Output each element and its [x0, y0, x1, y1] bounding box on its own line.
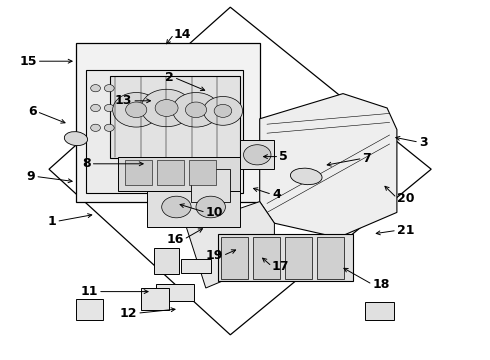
Circle shape [104, 124, 114, 131]
Text: 2: 2 [165, 71, 174, 84]
Polygon shape [156, 284, 194, 301]
Text: 13: 13 [115, 94, 132, 107]
Circle shape [113, 93, 160, 127]
Circle shape [185, 102, 207, 118]
Text: 11: 11 [80, 285, 98, 298]
Polygon shape [240, 140, 274, 169]
Polygon shape [86, 70, 243, 193]
Text: 6: 6 [28, 105, 37, 118]
Polygon shape [218, 234, 353, 281]
Text: 18: 18 [372, 278, 390, 291]
Text: 14: 14 [174, 28, 192, 41]
Circle shape [125, 102, 147, 118]
Text: 5: 5 [279, 150, 288, 163]
Polygon shape [317, 237, 344, 279]
Text: 9: 9 [26, 170, 35, 183]
Circle shape [155, 100, 178, 116]
Circle shape [104, 104, 114, 112]
Text: 19: 19 [206, 249, 223, 262]
Circle shape [244, 145, 271, 165]
Text: 17: 17 [272, 260, 290, 273]
Polygon shape [189, 160, 216, 185]
Circle shape [141, 89, 192, 127]
Circle shape [162, 196, 191, 218]
Text: 3: 3 [419, 136, 428, 149]
Polygon shape [118, 157, 240, 191]
Text: 15: 15 [19, 55, 37, 68]
Ellipse shape [64, 132, 88, 145]
Polygon shape [76, 299, 103, 320]
Circle shape [91, 85, 100, 92]
Polygon shape [260, 94, 397, 238]
Text: 12: 12 [120, 307, 137, 320]
Polygon shape [157, 160, 184, 185]
Polygon shape [141, 288, 169, 310]
Polygon shape [154, 248, 179, 274]
Polygon shape [147, 191, 240, 227]
Circle shape [214, 104, 232, 117]
Text: 1: 1 [48, 215, 56, 228]
Text: 8: 8 [82, 157, 91, 170]
Text: 10: 10 [206, 206, 223, 219]
Circle shape [203, 96, 243, 125]
Circle shape [104, 85, 114, 92]
Circle shape [172, 93, 220, 127]
Text: 16: 16 [167, 233, 184, 246]
Circle shape [196, 196, 225, 218]
Text: 7: 7 [363, 152, 371, 165]
Polygon shape [76, 43, 260, 202]
Polygon shape [285, 237, 312, 279]
Polygon shape [110, 76, 240, 158]
Text: 21: 21 [397, 224, 415, 237]
Polygon shape [125, 160, 152, 185]
Polygon shape [221, 237, 248, 279]
Text: 4: 4 [272, 188, 281, 201]
Circle shape [91, 124, 100, 131]
Polygon shape [186, 202, 274, 288]
Circle shape [91, 104, 100, 112]
Polygon shape [253, 237, 280, 279]
Ellipse shape [291, 168, 322, 185]
Polygon shape [191, 169, 230, 202]
Text: 20: 20 [397, 192, 415, 204]
Polygon shape [365, 302, 394, 320]
Polygon shape [181, 259, 211, 273]
